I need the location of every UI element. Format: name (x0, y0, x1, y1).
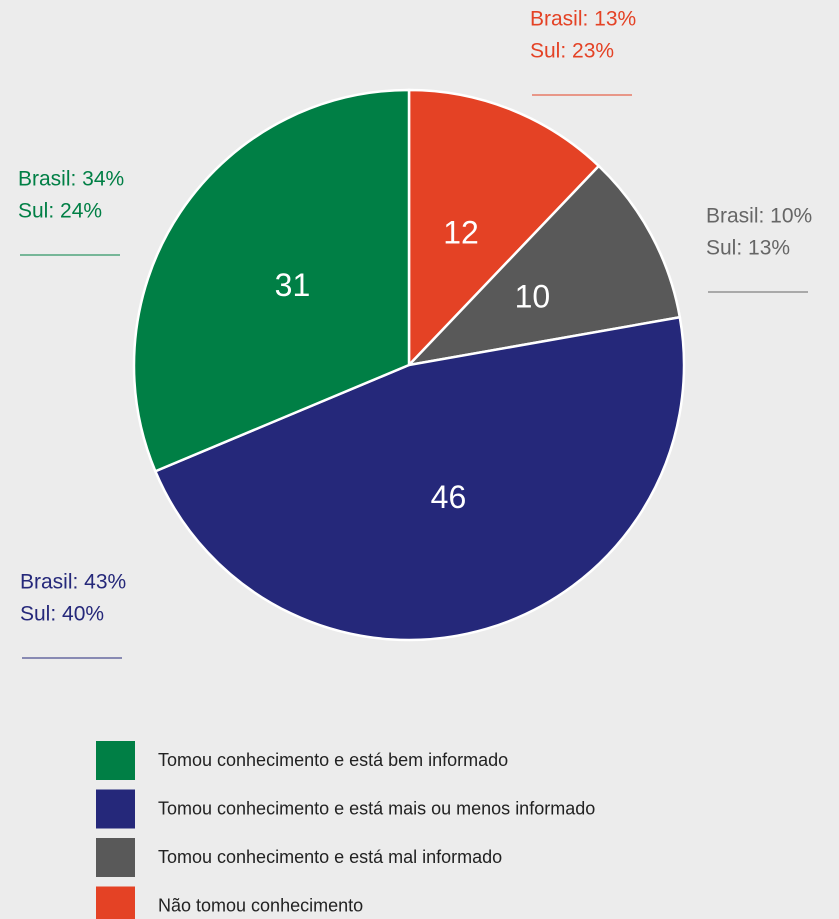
pie-slice (153, 315, 686, 642)
legend-label: Não tomou conhecimento (158, 895, 363, 915)
data-label: 12 (443, 214, 479, 250)
annotation: Sul: 24% (18, 200, 102, 223)
pie-slice (132, 88, 411, 473)
legend-label: Tomou conhecimento e está mal informado (158, 847, 502, 867)
pie-slice (405, 164, 682, 367)
legend-swatch (96, 789, 135, 829)
annotation: Sul: 40% (20, 603, 104, 626)
data-label: 46 (431, 479, 467, 515)
legend-swatch (96, 886, 135, 919)
annotation: Brasil: 43% (20, 571, 126, 594)
legend-label: Tomou conhecimento e está mais ou menos … (158, 798, 595, 818)
annotation: Brasil: 13% (530, 8, 636, 31)
legend-label: Tomou conhecimento e está bem informado (158, 750, 508, 770)
annotation: Sul: 23% (530, 40, 614, 63)
legend-swatch (96, 741, 135, 780)
data-label: 10 (515, 278, 551, 314)
legend-swatch (96, 838, 135, 877)
annotation: Sul: 13% (706, 237, 790, 260)
pie-slice (407, 88, 601, 369)
annotation: Brasil: 34% (18, 168, 124, 191)
data-label: 31 (275, 267, 311, 303)
annotation: Brasil: 10% (706, 205, 812, 228)
